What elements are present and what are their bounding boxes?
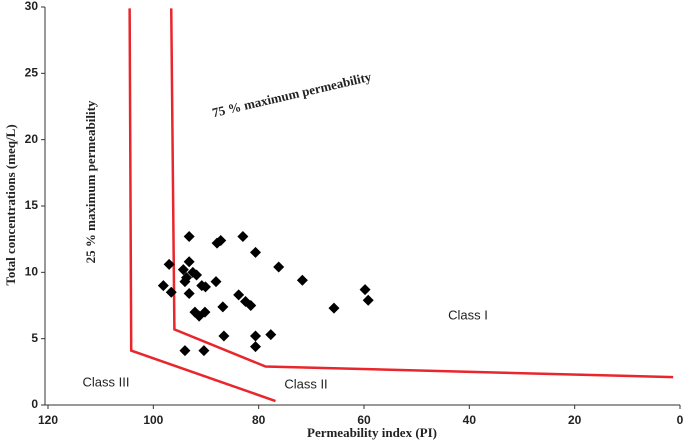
y-tick-label: 30 bbox=[25, 0, 39, 13]
boundary-line bbox=[128, 8, 276, 403]
y-tick-label: 10 bbox=[25, 265, 39, 279]
point bbox=[217, 301, 229, 313]
x-tick-label: 60 bbox=[357, 413, 371, 427]
point bbox=[163, 258, 175, 270]
point bbox=[296, 274, 308, 286]
x-tick-label: 40 bbox=[463, 413, 477, 427]
point bbox=[328, 302, 340, 314]
point bbox=[179, 276, 191, 288]
x-tick-label: 120 bbox=[38, 413, 58, 427]
x-tick-label: 20 bbox=[568, 413, 582, 427]
x-tick-label: 100 bbox=[143, 413, 163, 427]
point bbox=[273, 261, 285, 273]
point bbox=[211, 237, 223, 249]
annotation: Class III bbox=[83, 374, 130, 389]
point bbox=[157, 280, 169, 292]
point bbox=[245, 300, 257, 311]
y-tick-label: 15 bbox=[25, 198, 39, 212]
y-tick-label: 20 bbox=[25, 132, 39, 146]
point bbox=[359, 284, 371, 296]
point bbox=[265, 329, 277, 341]
point bbox=[183, 231, 195, 243]
boundary-line bbox=[169, 8, 674, 379]
x-tick-label: 80 bbox=[252, 413, 266, 427]
y-tick-label: 5 bbox=[31, 331, 38, 345]
point bbox=[183, 288, 195, 300]
point bbox=[193, 310, 205, 322]
point bbox=[165, 286, 177, 298]
point bbox=[362, 294, 374, 306]
point bbox=[237, 231, 249, 243]
annotation: Class I bbox=[448, 307, 488, 322]
point bbox=[210, 276, 222, 288]
point bbox=[199, 281, 211, 293]
point bbox=[183, 256, 195, 268]
point bbox=[177, 264, 189, 276]
point bbox=[233, 289, 245, 301]
annotation: 25 % maximum permeability bbox=[83, 100, 98, 263]
x-axis-label: Permeability index (PI) bbox=[307, 425, 437, 440]
annotation: Class II bbox=[284, 376, 327, 391]
y-tick-label: 0 bbox=[31, 397, 38, 411]
annotation: 75 % maximum permeability bbox=[211, 69, 374, 120]
point bbox=[250, 341, 262, 353]
point bbox=[250, 330, 262, 342]
point bbox=[218, 330, 230, 342]
y-tick-label: 25 bbox=[25, 66, 39, 80]
y-axis-label: Total concentrations (meq/L) bbox=[3, 124, 18, 285]
point bbox=[250, 246, 262, 258]
point bbox=[191, 269, 203, 281]
point bbox=[198, 345, 210, 357]
x-tick-label: 0 bbox=[677, 413, 684, 427]
point bbox=[179, 345, 191, 357]
